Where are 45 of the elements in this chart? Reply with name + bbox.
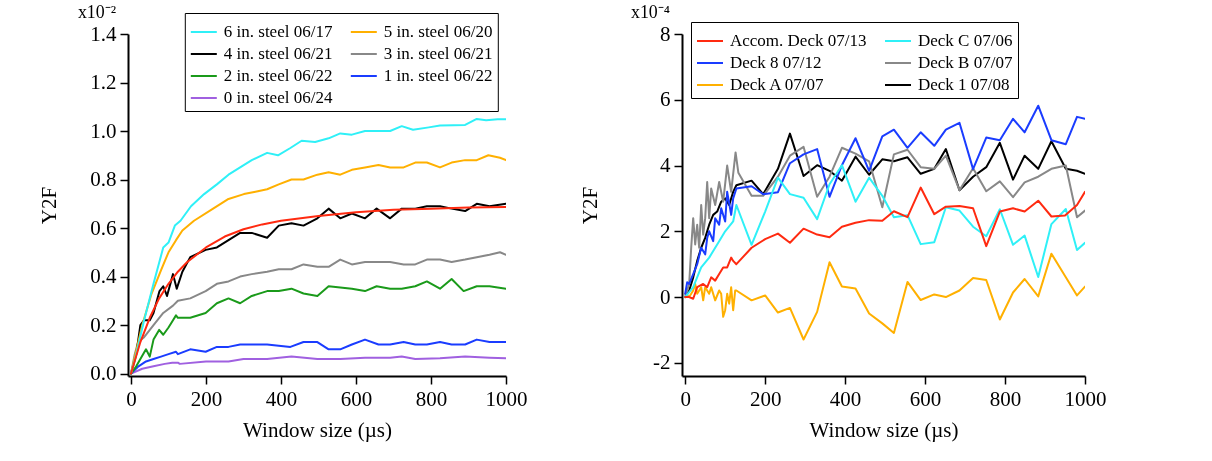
x-tick-label: 400 [829, 386, 862, 411]
x-tick-label: 200 [749, 386, 782, 411]
y-tick-label: 2 [660, 218, 671, 243]
y-tick-label: 0.0 [90, 361, 117, 386]
x-tick-label: 800 [989, 386, 1022, 411]
legend-label: Deck C 07/06 [918, 31, 1013, 50]
y-axis-title: Y2F [37, 186, 62, 225]
legend-label: Deck A 07/07 [730, 75, 824, 94]
y-tick-label: 0.8 [90, 167, 117, 192]
x-tick-label: 600 [340, 386, 373, 411]
y-tick-label: -2 [653, 350, 671, 375]
legend-label: 4 in. steel 06/21 [223, 44, 333, 63]
x-axis-title: Window size (µs) [243, 417, 392, 442]
legend-label: 2 in. steel 06/22 [223, 66, 333, 85]
y-tick-label: 0.2 [90, 312, 117, 337]
y-tick-label: 1.0 [90, 118, 117, 143]
x-tick-label: 800 [415, 386, 448, 411]
legend-label: Deck 1 07/08 [918, 75, 1010, 94]
legend-label: 3 in. steel 06/21 [383, 44, 493, 63]
x-tick-label: 0 [126, 386, 137, 411]
y-tick-label: 8 [660, 21, 671, 46]
y-axis-title: Y2F [578, 186, 603, 225]
legend-label: Accom. Deck 07/13 [730, 31, 867, 50]
x-tick-label: 600 [909, 386, 942, 411]
legend-label: Deck B 07/07 [918, 53, 1013, 72]
x-tick-label: 200 [190, 386, 223, 411]
x-tick-label: 1000 [485, 386, 528, 411]
x-tick-label: 0 [680, 386, 691, 411]
legend-label: 6 in. steel 06/17 [223, 22, 333, 41]
y-tick-label: 4 [660, 153, 671, 178]
legend-label: Deck 8 07/12 [730, 53, 822, 72]
y-tick-label: 1.2 [90, 70, 117, 95]
x-tick-label: 1000 [1064, 386, 1107, 411]
y-tick-label: 0 [660, 284, 671, 309]
x-tick-label: 400 [265, 386, 298, 411]
y-tick-label: 0.6 [90, 215, 117, 240]
legend-label: 0 in. steel 06/24 [223, 88, 333, 107]
legend-label: 5 in. steel 06/20 [383, 22, 493, 41]
y-tick-label: 0.4 [90, 264, 117, 289]
y-tick-label: 6 [660, 87, 671, 112]
text: x10⁻² [77, 2, 116, 23]
y-tick-label: 1.4 [90, 21, 117, 46]
legend-label: 1 in. steel 06/22 [383, 66, 493, 85]
text: x10⁻⁴ [631, 2, 670, 23]
x-axis-title: Window size (µs) [809, 417, 959, 442]
